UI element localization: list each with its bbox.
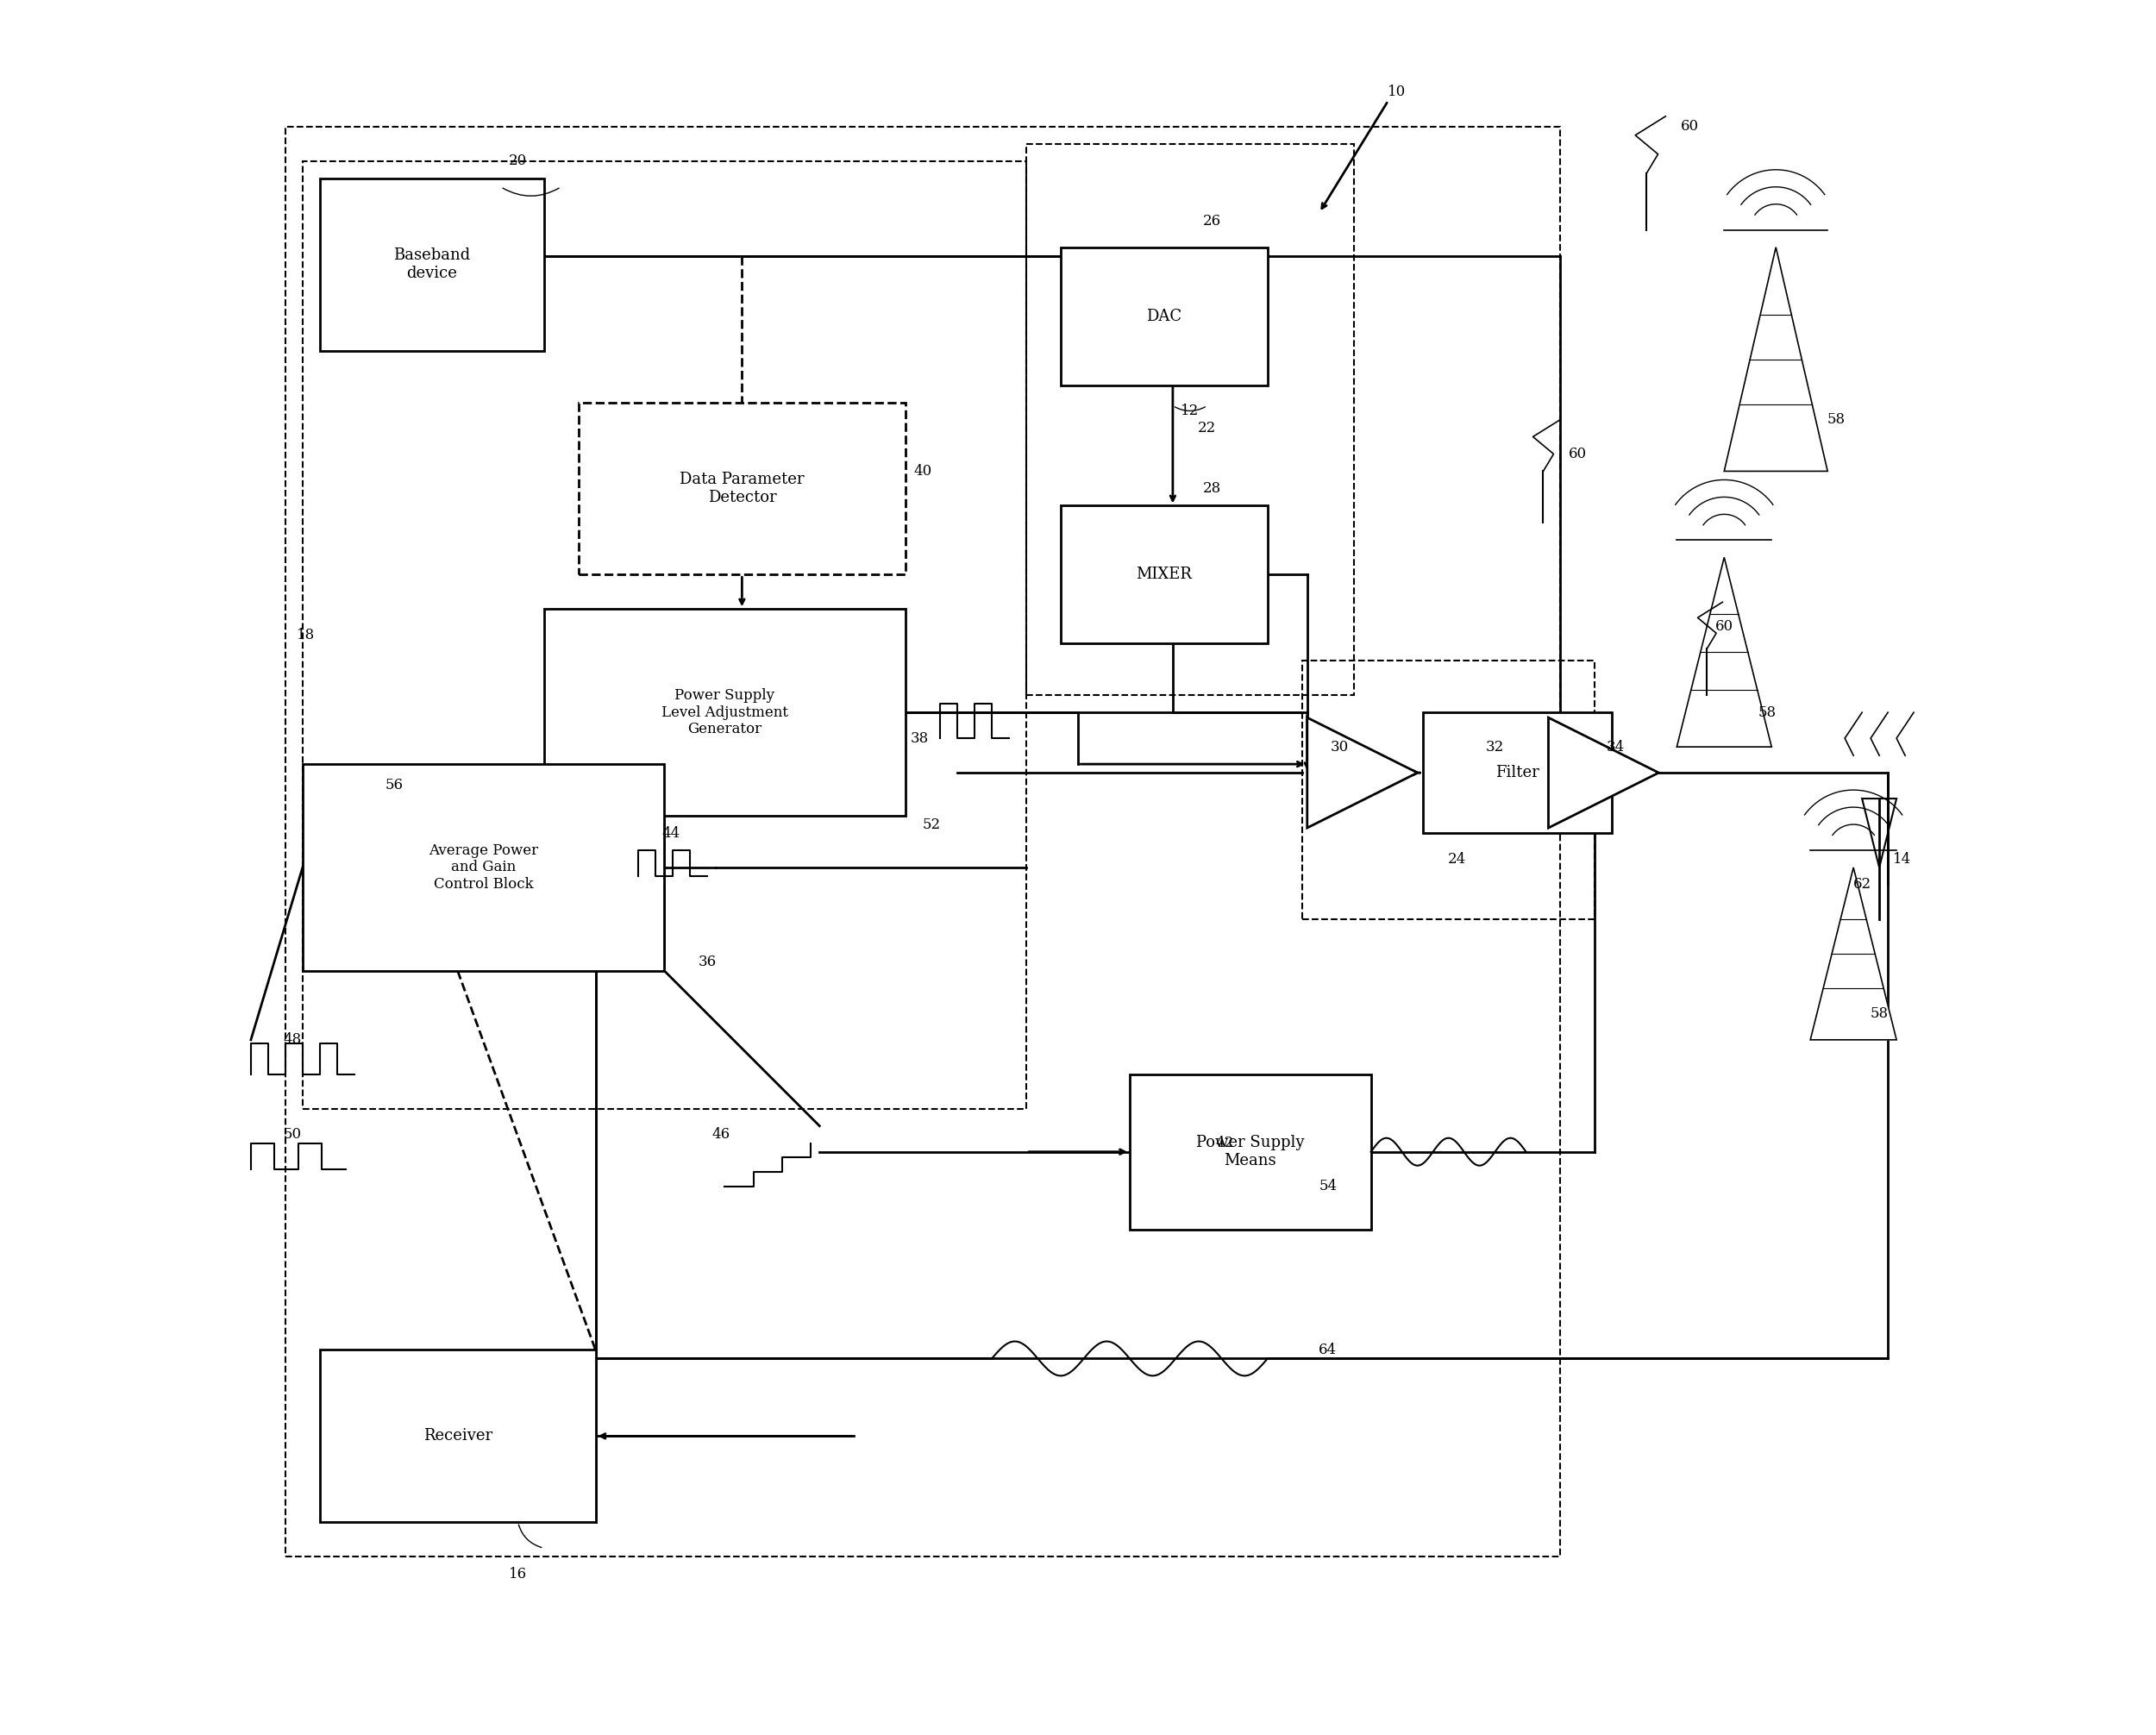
Text: 48: 48 (282, 1032, 302, 1048)
Text: 26: 26 (1203, 213, 1222, 229)
Text: Receiver: Receiver (423, 1428, 492, 1444)
Text: 20: 20 (509, 154, 526, 168)
FancyBboxPatch shape (1061, 505, 1268, 644)
Text: 50: 50 (282, 1128, 302, 1142)
Text: 36: 36 (699, 954, 716, 970)
Text: Power Supply
Means: Power Supply Means (1197, 1135, 1304, 1169)
Text: Average Power
and Gain
Control Block: Average Power and Gain Control Block (429, 843, 539, 892)
Text: 42: 42 (1216, 1136, 1233, 1150)
FancyBboxPatch shape (319, 179, 543, 350)
Text: 32: 32 (1485, 739, 1505, 755)
Text: 60: 60 (1714, 619, 1733, 633)
Text: 52: 52 (923, 817, 940, 831)
Text: 60: 60 (1570, 446, 1587, 462)
Text: 58: 58 (1826, 413, 1846, 427)
Polygon shape (1307, 718, 1416, 828)
FancyBboxPatch shape (302, 763, 664, 972)
Text: Filter: Filter (1496, 765, 1539, 781)
Text: 58: 58 (1869, 1006, 1889, 1022)
FancyBboxPatch shape (543, 609, 906, 815)
Text: MIXER: MIXER (1136, 567, 1192, 583)
Text: 18: 18 (298, 628, 315, 642)
FancyBboxPatch shape (1130, 1074, 1371, 1230)
Text: 12: 12 (1181, 404, 1199, 418)
Text: 56: 56 (384, 777, 403, 793)
Text: 34: 34 (1606, 739, 1626, 755)
Polygon shape (1677, 557, 1772, 746)
Text: 22: 22 (1199, 422, 1216, 435)
Text: 46: 46 (711, 1128, 731, 1142)
Text: Baseband
device: Baseband device (392, 248, 470, 281)
Text: 10: 10 (1388, 85, 1406, 99)
Polygon shape (1725, 246, 1828, 472)
Text: 30: 30 (1330, 739, 1350, 755)
Text: 38: 38 (910, 730, 929, 746)
Text: 24: 24 (1449, 852, 1466, 866)
Text: 60: 60 (1682, 120, 1699, 134)
Text: 16: 16 (509, 1567, 526, 1581)
FancyBboxPatch shape (1061, 246, 1268, 385)
Text: Power Supply
Level Adjustment
Generator: Power Supply Level Adjustment Generator (662, 689, 789, 737)
Polygon shape (1548, 718, 1658, 828)
Text: 64: 64 (1319, 1343, 1337, 1357)
Text: 14: 14 (1893, 852, 1910, 866)
Text: 62: 62 (1852, 878, 1871, 892)
Text: 44: 44 (662, 826, 681, 840)
Text: Data Parameter
Detector: Data Parameter Detector (679, 472, 804, 505)
Text: 40: 40 (914, 463, 931, 479)
Text: 54: 54 (1319, 1178, 1337, 1194)
FancyBboxPatch shape (1423, 713, 1613, 833)
Polygon shape (1811, 868, 1897, 1039)
Text: DAC: DAC (1147, 309, 1181, 324)
FancyBboxPatch shape (319, 1350, 595, 1522)
FancyBboxPatch shape (578, 403, 906, 574)
Text: 58: 58 (1757, 704, 1777, 720)
Text: 28: 28 (1203, 481, 1222, 496)
